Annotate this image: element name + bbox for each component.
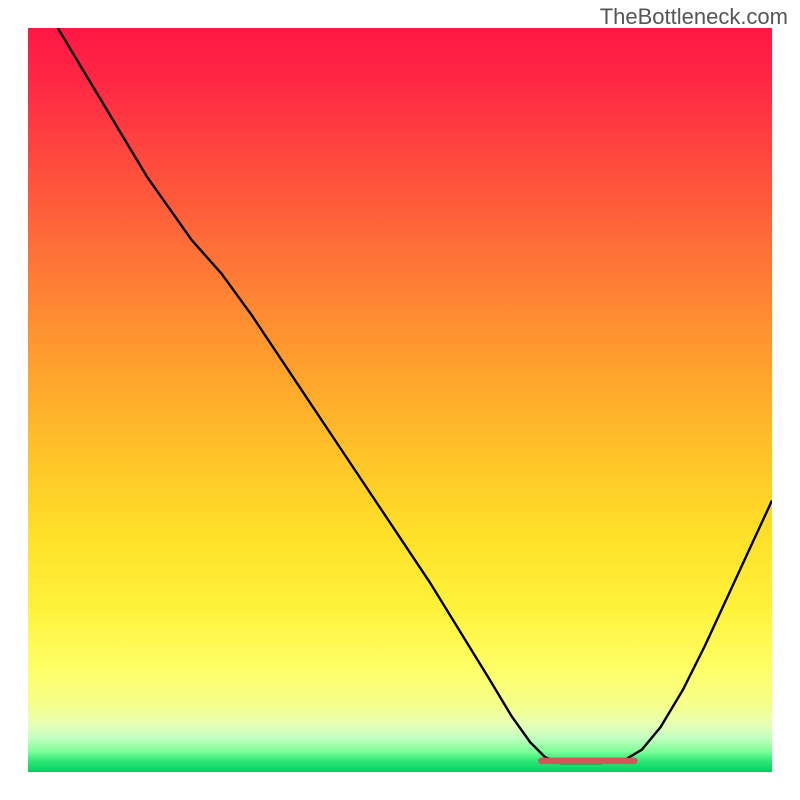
chart-container: TheBottleneck.com [0, 0, 800, 800]
bottleneck-curve [58, 28, 772, 763]
watermark-text: TheBottleneck.com [600, 4, 788, 30]
plot-area [28, 28, 772, 772]
curve-svg [28, 28, 772, 772]
